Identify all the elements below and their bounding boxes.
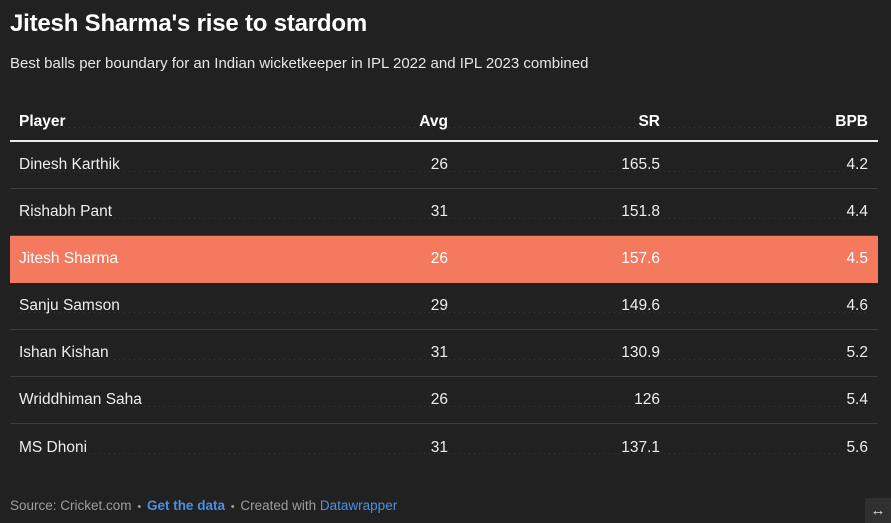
footer: Source: Cricket.com • Get the data • Cre… (10, 497, 881, 516)
avg-cell: 26 (430, 391, 448, 408)
separator-dot: • (230, 501, 235, 513)
bpb-cell: 4.2 (846, 156, 868, 173)
data-table: Player Avg SR BPB Dinesh Karthik 26 165.… (10, 103, 878, 471)
player-cell: Dinesh Karthik (19, 156, 120, 173)
avg-cell: 26 (430, 156, 448, 173)
sr-cell: 137.1 (621, 438, 660, 456)
source-text: Source: Cricket.com (10, 498, 132, 513)
bpb-cell: 5.4 (846, 391, 868, 408)
avg-cell: 29 (430, 297, 448, 314)
resize-handle[interactable]: ↔ (865, 498, 891, 523)
bpb-cell: 5.6 (846, 438, 868, 456)
player-cell: Ishan Kishan (19, 344, 109, 361)
bpb-cell: 4.4 (846, 203, 868, 220)
bpb-cell: 4.5 (846, 250, 868, 267)
table-row: Rishabh Pant 31 151.8 4.4 (10, 189, 878, 236)
table-row-highlighted: Jitesh Sharma 26 157.6 4.5 (10, 236, 878, 283)
column-header-bpb: BPB (835, 112, 868, 130)
column-header-avg: Avg (419, 112, 448, 130)
avg-cell: 31 (430, 438, 448, 456)
player-cell: Wriddhiman Saha (19, 391, 142, 408)
chart-title: Jitesh Sharma's rise to stardom (10, 10, 367, 37)
created-with-text: Created with (240, 498, 317, 513)
sr-cell: 149.6 (621, 297, 660, 314)
table-row: Ishan Kishan 31 130.9 5.2 (10, 330, 878, 377)
bpb-cell: 5.2 (846, 344, 868, 361)
table-row: Dinesh Karthik 26 165.5 4.2 (10, 142, 878, 189)
sr-cell: 126 (634, 391, 660, 408)
column-header-player: Player (19, 112, 66, 130)
player-cell: Sanju Samson (19, 297, 120, 314)
datawrapper-link[interactable]: Datawrapper (319, 498, 398, 513)
sr-cell: 151.8 (621, 203, 660, 220)
bpb-cell: 4.6 (846, 297, 868, 314)
player-cell: MS Dhoni (19, 438, 88, 456)
avg-cell: 26 (430, 250, 448, 267)
table-row: Sanju Samson 29 149.6 4.6 (10, 283, 878, 330)
horizontal-resize-icon: ↔ (870, 502, 886, 519)
sr-cell: 130.9 (621, 344, 660, 361)
separator-dot: • (137, 501, 142, 513)
table-header-row: Player Avg SR BPB (10, 103, 878, 142)
sr-cell: 165.5 (621, 156, 660, 173)
player-cell: Rishabh Pant (19, 203, 113, 220)
table-row: MS Dhoni 31 137.1 5.6 (10, 424, 878, 471)
sr-cell: 157.6 (621, 250, 660, 267)
avg-cell: 31 (430, 344, 448, 361)
column-header-sr: SR (638, 112, 660, 130)
avg-cell: 31 (430, 203, 448, 220)
table-row: Wriddhiman Saha 26 126 5.4 (10, 377, 878, 424)
chart-subtitle: Best balls per boundary for an Indian wi… (10, 55, 589, 72)
get-the-data-link[interactable]: Get the data (146, 498, 225, 513)
player-cell: Jitesh Sharma (19, 250, 119, 267)
